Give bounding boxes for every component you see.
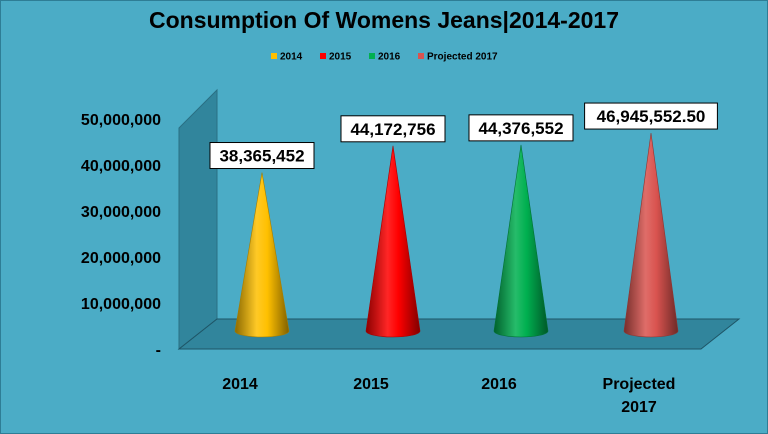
cone-bar <box>623 133 679 338</box>
legend-label: 2014 <box>280 52 303 63</box>
legend-label: 2016 <box>378 52 401 63</box>
data-label-box <box>468 114 574 142</box>
data-label: 44,172,756 <box>350 120 435 139</box>
category-label: Projected <box>603 376 676 393</box>
data-label: 46,945,552.50 <box>597 107 706 126</box>
category-label: 2015 <box>353 376 389 393</box>
legend-swatch <box>320 53 326 59</box>
data-label-box <box>584 102 718 130</box>
legend-swatch <box>271 53 277 59</box>
y-tick-label: - <box>156 342 161 359</box>
data-label-box <box>209 142 315 170</box>
cone-bar <box>365 145 421 338</box>
chart-back-wall <box>178 88 218 351</box>
cone-bar <box>493 144 549 338</box>
category-label: 2017 <box>621 399 657 416</box>
cone-bar <box>234 172 290 338</box>
y-tick-label: 20,000,000 <box>81 250 161 267</box>
legend-label: 2015 <box>329 52 352 63</box>
data-label: 38,365,452 <box>219 147 304 166</box>
data-label-box <box>340 115 446 143</box>
category-label: 2016 <box>481 376 517 393</box>
category-label: 2014 <box>222 376 258 393</box>
legend-swatch <box>369 53 375 59</box>
data-label: 44,376,552 <box>478 119 563 138</box>
y-tick-label: 50,000,000 <box>81 112 161 129</box>
chart-title: Consumption Of Womens Jeans|2014-2017 <box>149 7 619 33</box>
legend-swatch <box>418 53 424 59</box>
y-tick-label: 10,000,000 <box>81 296 161 313</box>
legend-label: Projected 2017 <box>427 52 498 63</box>
y-tick-label: 40,000,000 <box>81 158 161 175</box>
y-tick-label: 30,000,000 <box>81 204 161 221</box>
chart-floor <box>177 318 741 350</box>
